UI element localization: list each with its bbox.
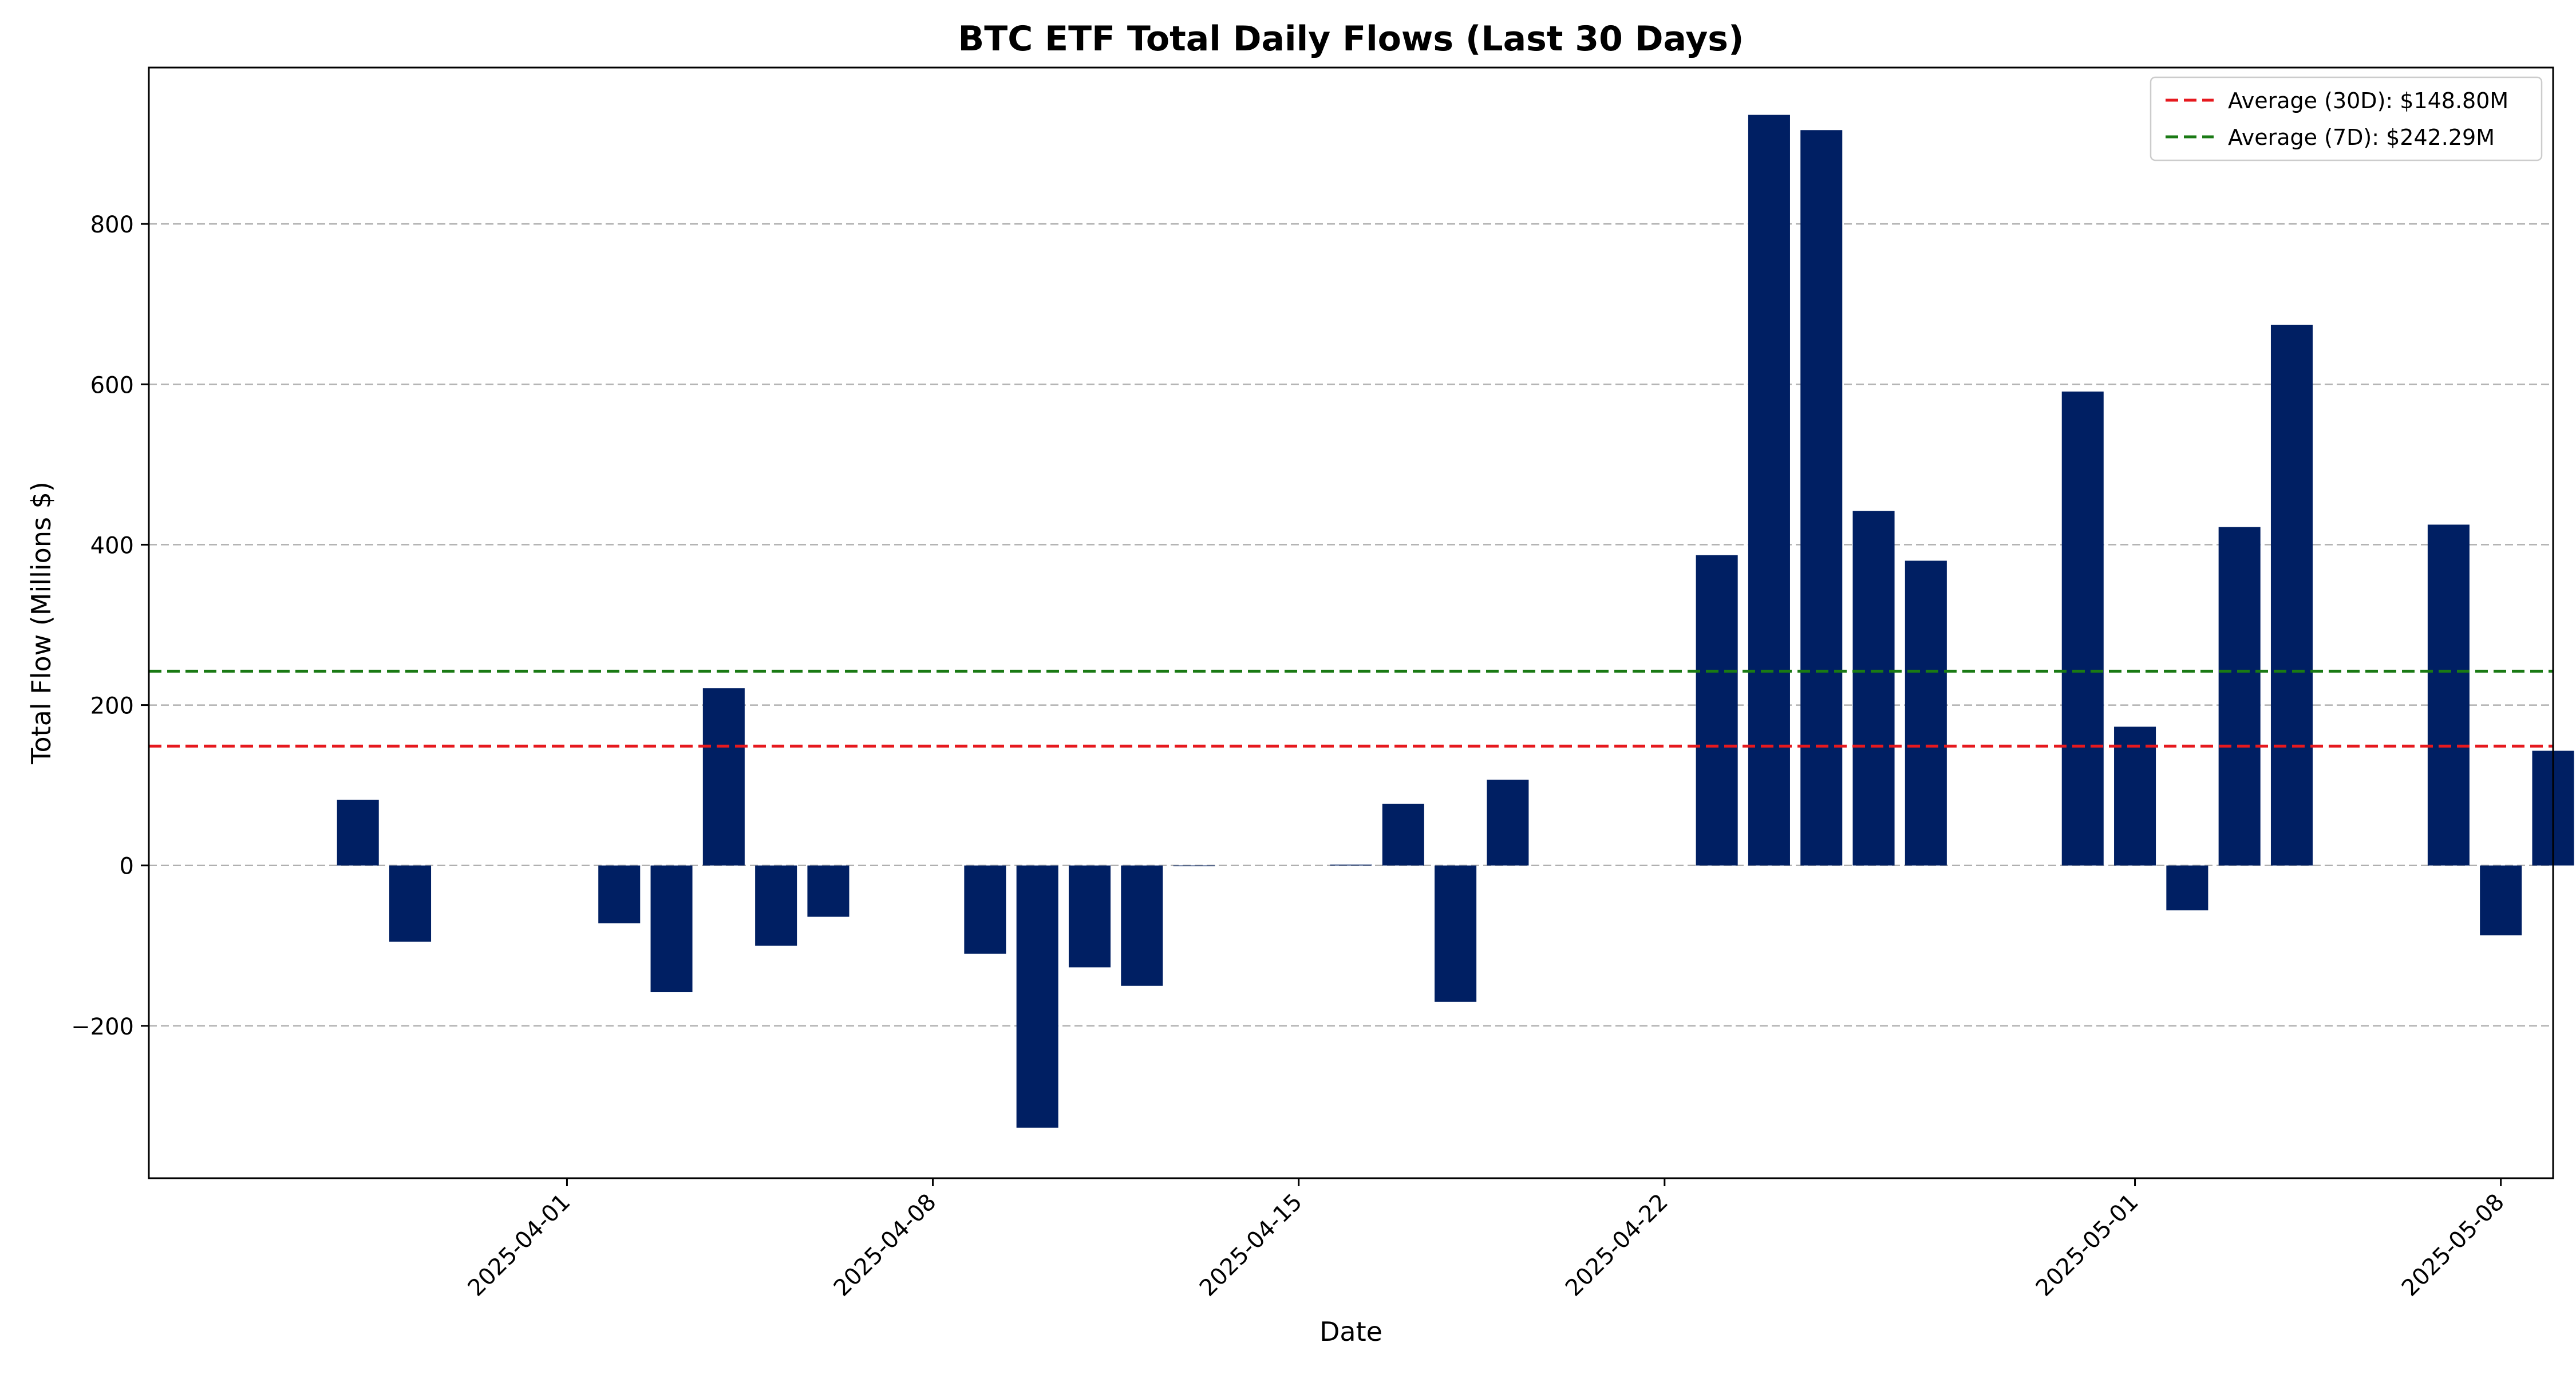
flow-bar — [2480, 865, 2522, 935]
y-tick-label: 400 — [90, 532, 134, 559]
flow-bar — [755, 865, 797, 946]
y-tick-label: −200 — [71, 1014, 134, 1040]
flow-bar — [807, 865, 850, 917]
flow-bar — [2270, 325, 2313, 866]
flow-bar — [650, 865, 693, 993]
flow-bar — [2218, 527, 2261, 866]
flow-bar — [1852, 511, 1895, 866]
flow-bar — [1800, 130, 1843, 866]
flow-bar — [2061, 391, 2104, 866]
flow-bar — [1016, 865, 1058, 1128]
flow-bar — [702, 688, 745, 866]
plot-area-frame — [148, 66, 2554, 1179]
y-tick-label: 800 — [90, 212, 134, 238]
legend-label: Average (7D): $242.29M — [2228, 125, 2495, 150]
grid-lines — [149, 223, 2553, 1027]
flow-bar — [1068, 865, 1111, 968]
flow-bar — [964, 865, 1006, 954]
bars — [337, 114, 2574, 1128]
flow-bar — [2166, 865, 2208, 911]
flow-bar — [1487, 779, 1529, 866]
flow-bar — [598, 865, 641, 923]
legend: Average (30D): $148.80M Average (7D): $24… — [2150, 76, 2543, 161]
flow-bar — [1330, 864, 1372, 866]
reference-lines — [149, 669, 2553, 748]
y-tick-label: 600 — [90, 372, 134, 398]
chart-title: BTC ETF Total Daily Flows (Last 30 Days) — [958, 19, 1744, 59]
legend-box — [2150, 76, 2543, 161]
x-axis-label: Date — [1319, 1316, 1382, 1347]
y-tick-label: 0 — [120, 854, 134, 880]
flow-bar — [337, 799, 379, 866]
flow-bar — [1121, 865, 1163, 986]
flow-bar — [1435, 865, 1477, 1002]
legend-label: Average (30D): $148.80M — [2228, 88, 2508, 113]
flow-bar — [1382, 803, 1424, 866]
flow-bar — [389, 865, 432, 942]
y-axis-label: Total Flow (Millions $) — [26, 481, 57, 765]
flow-bar — [1905, 560, 1947, 866]
flow-bar — [1748, 114, 1790, 866]
flow-bar — [1696, 555, 1738, 866]
flow-bar — [2114, 727, 2156, 866]
y-axis: −200 0 200 400 600 800 — [71, 212, 149, 1040]
flow-bar — [2427, 524, 2470, 866]
y-tick-label: 200 — [90, 693, 134, 720]
